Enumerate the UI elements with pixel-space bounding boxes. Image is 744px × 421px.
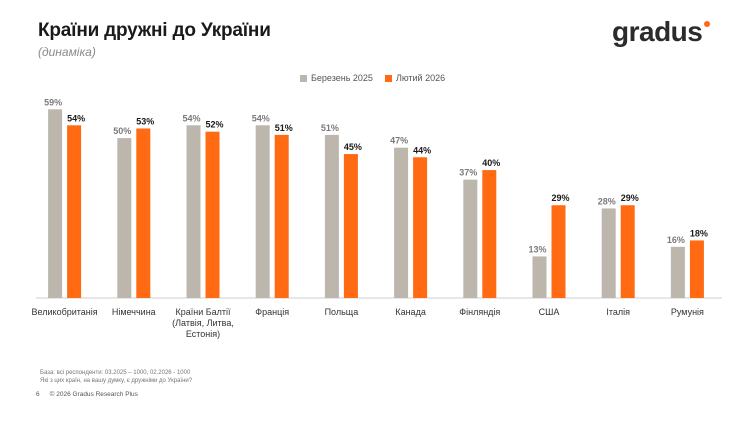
page-number: 6 <box>36 391 40 398</box>
bar-feb-2026-4 <box>344 154 358 298</box>
data-label: 29% <box>551 193 569 203</box>
bar-march-2025-7 <box>533 256 547 298</box>
bar-feb-2026-5 <box>413 157 427 298</box>
data-label: 18% <box>690 228 708 238</box>
data-label: 47% <box>390 136 408 146</box>
data-label: 54% <box>182 113 200 123</box>
data-label: 45% <box>344 142 362 152</box>
data-label: 54% <box>67 113 85 123</box>
data-label: 51% <box>321 123 339 133</box>
data-label: 50% <box>113 126 131 136</box>
bar-march-2025-3 <box>256 125 270 298</box>
data-label: 44% <box>413 145 431 155</box>
bar-march-2025-2 <box>187 125 201 298</box>
category-label: Франція <box>255 307 289 317</box>
data-label: 51% <box>275 123 293 133</box>
category-label: (Латвія, Литва, <box>172 318 234 328</box>
bar-feb-2026-8 <box>621 205 635 298</box>
data-label: 13% <box>528 244 546 254</box>
bar-march-2025-8 <box>602 208 616 298</box>
data-label: 28% <box>598 196 616 206</box>
copyright: © 2026 Gradus Research Plus <box>50 391 138 398</box>
data-label: 54% <box>252 113 270 123</box>
bar-feb-2026-7 <box>552 205 566 298</box>
data-label: 59% <box>44 97 62 107</box>
category-label: Естонія) <box>186 329 220 339</box>
category-label: США <box>539 307 560 317</box>
data-label: 16% <box>667 235 685 245</box>
bar-march-2025-4 <box>325 135 339 298</box>
footer: 6 © 2026 Gradus Research Plus <box>36 391 138 398</box>
category-label: Канада <box>395 307 425 317</box>
category-label: Країни Балтії <box>175 307 231 317</box>
bar-feb-2026-9 <box>690 240 704 298</box>
category-label: Польща <box>325 307 359 317</box>
footnote: База: всі респонденти: 03.2025 – 1000, 0… <box>40 369 192 385</box>
bar-chart: 59% 54% Великобританія 50% 53% Німеччина 54% 52… <box>0 0 744 421</box>
footnote-question: Які з цих країн, на вашу думку, є дружні… <box>40 377 192 385</box>
bar-march-2025-1 <box>117 138 131 298</box>
bar-feb-2026-6 <box>482 170 496 298</box>
category-label: Фінляндія <box>459 307 500 317</box>
bar-feb-2026-1 <box>136 128 150 298</box>
category-label: Італія <box>606 307 630 317</box>
bar-march-2025-0 <box>48 109 62 298</box>
category-label: Румунія <box>671 307 704 317</box>
bar-feb-2026-0 <box>67 125 81 298</box>
data-label: 53% <box>136 116 154 126</box>
bar-march-2025-9 <box>671 247 685 298</box>
data-label: 29% <box>621 193 639 203</box>
bar-feb-2026-3 <box>275 135 289 298</box>
footnote-base: База: всі респонденти: 03.2025 – 1000, 0… <box>40 369 192 377</box>
bar-march-2025-5 <box>394 148 408 298</box>
data-label: 52% <box>205 120 223 130</box>
data-label: 37% <box>459 168 477 178</box>
data-label: 40% <box>482 158 500 168</box>
category-label: Великобританія <box>32 307 98 317</box>
category-label: Німеччина <box>112 307 156 317</box>
bar-march-2025-6 <box>463 180 477 298</box>
bar-feb-2026-2 <box>206 132 220 298</box>
